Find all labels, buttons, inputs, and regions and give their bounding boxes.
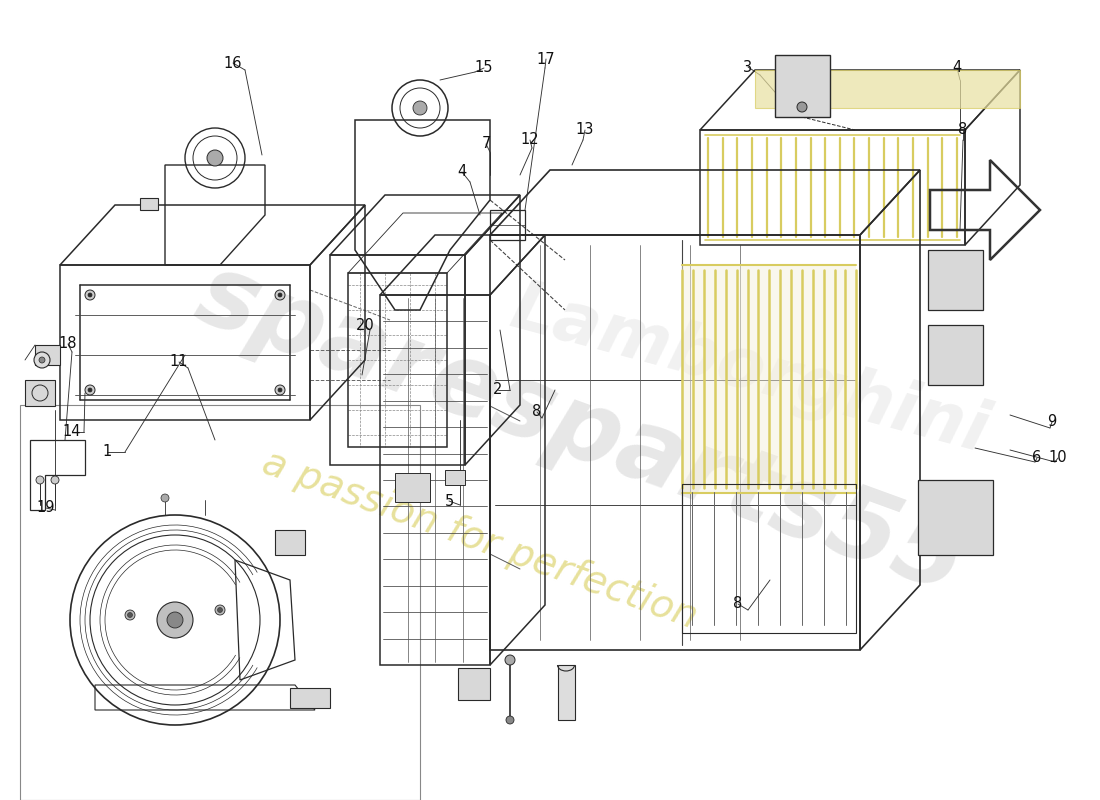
Circle shape bbox=[128, 613, 132, 618]
Text: Lamborghini: Lamborghini bbox=[504, 274, 997, 466]
Polygon shape bbox=[35, 345, 60, 365]
Circle shape bbox=[505, 655, 515, 665]
Circle shape bbox=[161, 494, 169, 502]
Polygon shape bbox=[558, 665, 575, 720]
Circle shape bbox=[275, 385, 285, 395]
Text: 3: 3 bbox=[744, 59, 752, 74]
Text: 11: 11 bbox=[169, 354, 188, 370]
Circle shape bbox=[125, 610, 135, 620]
Circle shape bbox=[34, 352, 50, 368]
Text: 10: 10 bbox=[1048, 450, 1067, 466]
Circle shape bbox=[207, 150, 223, 166]
Text: 17: 17 bbox=[537, 51, 556, 66]
Text: 9: 9 bbox=[1047, 414, 1057, 430]
Circle shape bbox=[157, 602, 192, 638]
Circle shape bbox=[798, 102, 807, 112]
Polygon shape bbox=[755, 70, 1020, 108]
Polygon shape bbox=[928, 250, 983, 310]
Text: 14: 14 bbox=[63, 425, 81, 439]
Text: 7: 7 bbox=[482, 137, 491, 151]
Text: 4: 4 bbox=[458, 165, 466, 179]
Polygon shape bbox=[776, 55, 830, 117]
Text: 19: 19 bbox=[36, 501, 55, 515]
Text: a passion for perfection: a passion for perfection bbox=[257, 443, 703, 637]
Circle shape bbox=[275, 290, 285, 300]
Text: 1: 1 bbox=[102, 445, 111, 459]
Circle shape bbox=[214, 605, 225, 615]
Text: 20: 20 bbox=[355, 318, 374, 334]
Circle shape bbox=[36, 476, 44, 484]
Text: 6: 6 bbox=[1033, 450, 1042, 466]
Polygon shape bbox=[446, 470, 465, 485]
Text: 12: 12 bbox=[520, 133, 539, 147]
Circle shape bbox=[278, 388, 282, 392]
Circle shape bbox=[88, 388, 92, 392]
Circle shape bbox=[412, 101, 427, 115]
Text: 8: 8 bbox=[734, 597, 742, 611]
Text: sparesparts55: sparesparts55 bbox=[183, 246, 977, 614]
Circle shape bbox=[51, 476, 59, 484]
Polygon shape bbox=[395, 473, 430, 502]
Text: 8: 8 bbox=[958, 122, 968, 138]
Text: 16: 16 bbox=[223, 55, 242, 70]
Polygon shape bbox=[25, 380, 55, 406]
Circle shape bbox=[85, 385, 95, 395]
Polygon shape bbox=[682, 265, 856, 494]
Polygon shape bbox=[290, 688, 330, 708]
Circle shape bbox=[278, 293, 282, 297]
Text: 8: 8 bbox=[532, 405, 541, 419]
Text: 5: 5 bbox=[444, 494, 453, 509]
Circle shape bbox=[88, 293, 92, 297]
Polygon shape bbox=[458, 668, 490, 700]
Polygon shape bbox=[918, 480, 993, 555]
Circle shape bbox=[85, 290, 95, 300]
Text: 18: 18 bbox=[58, 337, 77, 351]
Text: 15: 15 bbox=[475, 61, 493, 75]
Circle shape bbox=[167, 612, 183, 628]
Circle shape bbox=[39, 357, 45, 363]
Text: 2: 2 bbox=[493, 382, 503, 398]
Polygon shape bbox=[140, 198, 158, 210]
Polygon shape bbox=[275, 530, 305, 555]
Circle shape bbox=[506, 716, 514, 724]
Text: 4: 4 bbox=[953, 61, 961, 75]
Text: 13: 13 bbox=[575, 122, 594, 138]
Polygon shape bbox=[928, 325, 983, 385]
Circle shape bbox=[218, 607, 222, 613]
